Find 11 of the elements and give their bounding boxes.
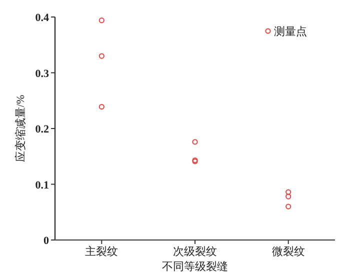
y-tick-label: 0.2	[35, 124, 50, 136]
x-axis-title: 不同等级裂缝	[162, 261, 228, 273]
x-tick-label: 次级裂纹	[173, 246, 217, 258]
y-tick-label: 0.4	[35, 12, 50, 24]
legend-label: 测量点	[274, 25, 307, 38]
y-tick-label: 0.3	[35, 68, 50, 80]
y-tick-label: 0.1	[35, 179, 49, 192]
x-tick-label: 主裂纹	[85, 245, 118, 258]
x-tick-label: 微裂纹	[272, 246, 305, 258]
y-tick-label: 0	[44, 235, 50, 247]
y-axis-title: 应变缩减量/%	[14, 94, 27, 162]
